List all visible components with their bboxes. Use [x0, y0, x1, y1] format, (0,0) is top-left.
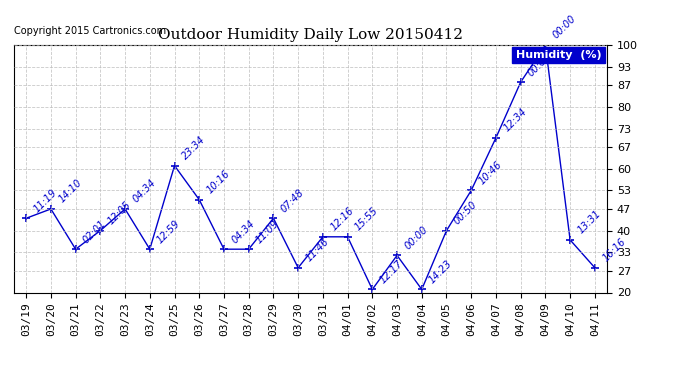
Text: 23:34: 23:34 — [180, 135, 207, 162]
Text: 13:31: 13:31 — [575, 209, 602, 236]
Text: 00:50: 00:50 — [452, 200, 479, 226]
Title: Outdoor Humidity Daily Low 20150412: Outdoor Humidity Daily Low 20150412 — [158, 28, 463, 42]
Text: 11:19: 11:19 — [32, 187, 59, 214]
Text: 07:48: 07:48 — [279, 187, 306, 214]
Text: 12:05: 12:05 — [106, 200, 133, 226]
Text: 00:00: 00:00 — [551, 14, 578, 41]
Text: 12:16: 12:16 — [328, 206, 355, 232]
Text: 04:34: 04:34 — [130, 178, 157, 205]
Text: 16:16: 16:16 — [600, 237, 627, 264]
Text: Copyright 2015 Cartronics.com: Copyright 2015 Cartronics.com — [14, 26, 166, 36]
Text: 11:09: 11:09 — [254, 218, 282, 245]
Text: 14:10: 14:10 — [57, 178, 83, 205]
Text: 12:17: 12:17 — [378, 258, 405, 285]
Text: 10:16: 10:16 — [205, 168, 232, 195]
Text: 04:34: 04:34 — [230, 218, 257, 245]
Text: 12:34: 12:34 — [502, 106, 529, 134]
Text: 12:59: 12:59 — [155, 218, 182, 245]
Text: 15:55: 15:55 — [353, 206, 380, 232]
Text: 11:46: 11:46 — [304, 237, 331, 264]
Text: 02:01: 02:01 — [81, 218, 108, 245]
Text: Humidity  (%): Humidity (%) — [515, 50, 601, 60]
Text: 00:00: 00:00 — [402, 224, 430, 251]
Text: 10:46: 10:46 — [477, 159, 504, 186]
Text: 14:23: 14:23 — [427, 258, 454, 285]
Text: 00:00: 00:00 — [526, 51, 553, 78]
